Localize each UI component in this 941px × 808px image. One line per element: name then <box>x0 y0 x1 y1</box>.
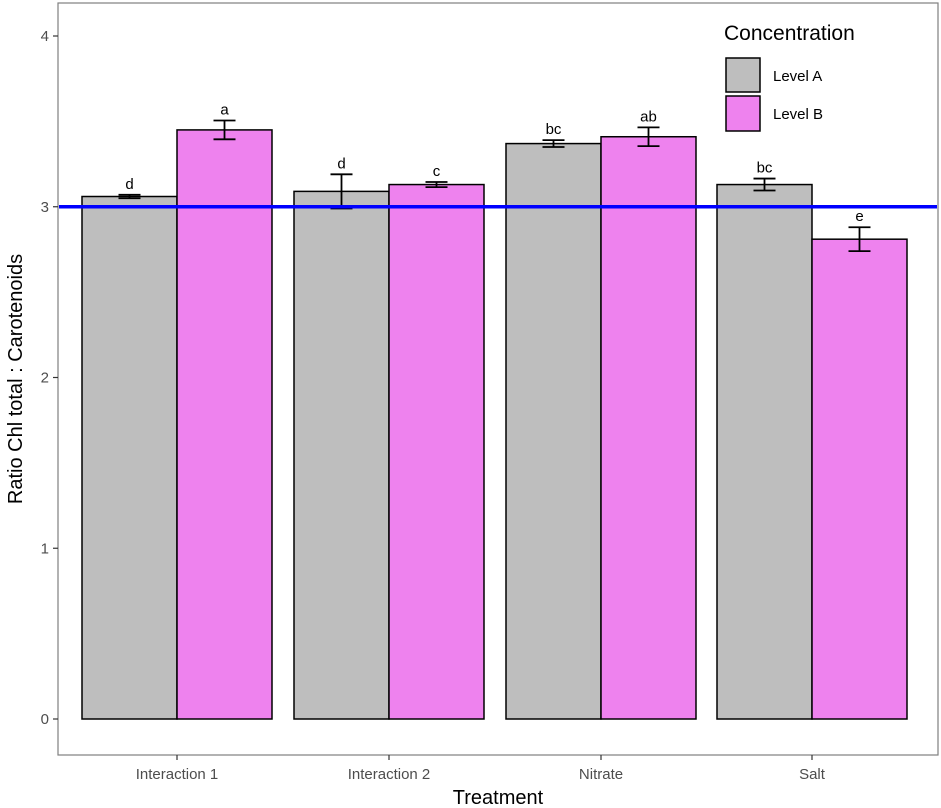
bar-salt-level-b <box>811 238 908 720</box>
x-tick-label-nitrate: Nitrate <box>579 766 623 783</box>
y-tick-label: 0 <box>41 711 49 728</box>
y-axis-title: Ratio Chl total : Carotenoids <box>5 254 27 504</box>
bar-nitrate-level-b <box>600 135 697 720</box>
sig-label-nitrate-level-a: bc <box>546 121 562 138</box>
error-bar-interaction-1-level-b <box>213 119 236 141</box>
y-tick-label: 4 <box>41 28 49 45</box>
bar-nitrate-level-a <box>505 142 602 720</box>
error-bar-salt-level-a <box>753 177 776 192</box>
x-tick-label-interaction-2: Interaction 2 <box>348 766 431 783</box>
bar-interaction-1-level-b <box>176 129 273 720</box>
error-bar-nitrate-level-a <box>542 139 565 148</box>
bar-interaction-2-level-b <box>388 183 485 720</box>
significance-labels: d d bc bc a c ab e <box>125 102 863 226</box>
x-axis-title: Treatment <box>453 787 544 808</box>
y-tick-label: 2 <box>41 370 49 387</box>
bar-interaction-1-level-a <box>81 195 178 720</box>
y-tick-label: 1 <box>41 540 49 557</box>
sig-label-nitrate-level-b: ab <box>640 108 657 125</box>
sig-label-interaction-1-level-a: d <box>125 176 133 193</box>
x-tick-label-interaction-1: Interaction 1 <box>136 766 219 783</box>
bar-interaction-2-level-a <box>293 190 390 720</box>
sig-label-interaction-1-level-b: a <box>220 102 229 119</box>
legend: Concentration Level A Level B <box>724 22 855 132</box>
x-axis: Interaction 1 Interaction 2 Nitrate Salt <box>136 755 826 783</box>
bar-salt-level-a <box>716 183 813 720</box>
bars <box>81 129 908 720</box>
legend-label-level-b: Level B <box>773 106 823 123</box>
legend-title: Concentration <box>724 22 855 45</box>
error-bar-salt-level-b <box>848 226 871 253</box>
legend-key-level-a <box>725 57 761 93</box>
sig-label-salt-level-a: bc <box>757 160 773 177</box>
error-bar-nitrate-level-b <box>637 126 660 148</box>
error-bar-interaction-2-level-b <box>425 181 448 189</box>
sig-label-salt-level-b: e <box>855 208 863 225</box>
sig-label-interaction-2-level-a: d <box>337 155 345 172</box>
legend-label-level-a: Level A <box>773 68 822 85</box>
legend-key-level-b <box>725 95 761 132</box>
error-bar-interaction-1-level-a <box>118 193 141 200</box>
sig-label-interaction-2-level-b: c <box>433 163 441 180</box>
y-tick-label: 3 <box>41 199 49 216</box>
y-axis: 0 1 2 3 4 <box>41 28 58 728</box>
error-bars <box>118 119 871 253</box>
x-tick-label-salt: Salt <box>799 766 826 783</box>
